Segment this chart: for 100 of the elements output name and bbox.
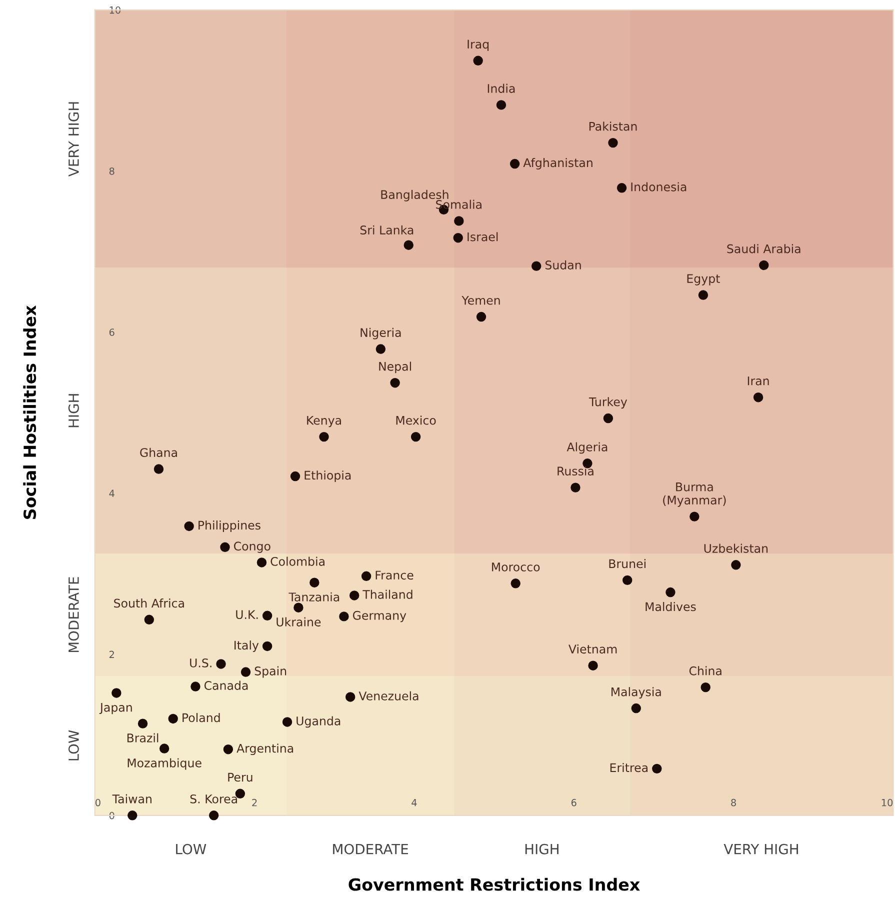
point — [159, 744, 170, 754]
point — [453, 232, 463, 243]
data-label: Malaysia — [612, 687, 661, 699]
data-label: Tanzania — [288, 592, 340, 602]
data-label: Sudan — [545, 260, 581, 270]
band-label: MODERATE — [333, 844, 408, 854]
data-label: Algeria — [566, 442, 608, 454]
data-label: Nigeria — [360, 328, 401, 340]
data-label: Kenya — [307, 416, 341, 428]
data-label: Maldives — [646, 602, 696, 612]
y-tick-label: 2 — [109, 650, 114, 658]
point — [262, 641, 272, 652]
point — [190, 682, 200, 692]
data-label: Germany — [352, 610, 406, 622]
data-label: Ghana — [140, 448, 177, 458]
x-tick-label: 6 — [571, 798, 576, 806]
data-label: Brunei — [609, 559, 646, 568]
point — [376, 344, 386, 354]
y-tick-label: 8 — [109, 167, 114, 175]
point — [262, 610, 272, 620]
point — [144, 614, 154, 625]
point — [473, 56, 483, 66]
y-axis-title: Social Hostilities Index — [23, 305, 36, 519]
point — [290, 471, 300, 482]
point — [282, 717, 292, 727]
data-label: Saudi Arabia — [727, 244, 800, 254]
data-label: Japan — [99, 703, 132, 714]
data-label: Thailand — [362, 590, 412, 599]
point — [390, 378, 400, 388]
data-label: Brazil — [127, 733, 158, 742]
point — [345, 692, 356, 702]
point — [154, 464, 164, 474]
band-label: HIGH — [68, 394, 79, 428]
point — [759, 260, 769, 270]
point — [138, 718, 148, 728]
point — [112, 688, 122, 698]
data-label: Burma (Myanmar) — [663, 482, 726, 507]
point — [588, 660, 598, 670]
data-label: Iran — [748, 376, 769, 386]
data-label: Poland — [182, 713, 220, 722]
point — [570, 482, 580, 492]
data-label: Colombia — [270, 556, 324, 566]
point — [603, 413, 614, 424]
data-label: Spain — [254, 666, 286, 678]
point — [220, 542, 230, 552]
data-label: Morocco — [492, 562, 540, 572]
point — [294, 602, 304, 612]
data-label: U.K. — [236, 610, 258, 620]
point — [168, 714, 178, 724]
data-label: Uganda — [296, 716, 340, 728]
point — [310, 578, 320, 588]
data-label: Philippines — [198, 520, 260, 532]
band-label: HIGH — [525, 844, 558, 854]
x-tick-label: 0 — [96, 798, 100, 806]
data-label: Argentina — [236, 744, 294, 756]
point — [410, 432, 421, 442]
band-label: MODERATE — [68, 577, 79, 652]
data-label: Bangladesh — [381, 190, 448, 202]
data-label: Eritrea — [610, 762, 648, 772]
point — [223, 744, 234, 754]
data-label: Afghanistan — [523, 158, 592, 170]
point — [208, 810, 219, 820]
point — [404, 240, 414, 250]
data-label: China — [689, 666, 722, 676]
point — [339, 612, 349, 622]
data-label: Mexico — [396, 416, 436, 425]
band-label: VERY HIGH — [724, 844, 798, 854]
data-label: Italy — [234, 640, 259, 652]
data-label: Egypt — [687, 274, 720, 286]
point — [349, 590, 360, 600]
data-label: Nepal — [379, 362, 411, 374]
point — [666, 587, 676, 598]
band-label: LOW — [68, 730, 79, 760]
x-axis-title: Government Restrictions Index — [348, 878, 640, 891]
x-tick-label: 4 — [412, 799, 417, 806]
point — [698, 290, 708, 300]
x-tick-label: 8 — [731, 798, 736, 806]
data-label: Taiwan — [112, 794, 152, 804]
x-tick-label: 10 — [882, 798, 893, 806]
point — [184, 521, 194, 532]
point — [700, 682, 710, 692]
point — [622, 575, 632, 586]
band-label: LOW — [176, 844, 206, 854]
data-label: Israel — [468, 232, 498, 242]
point — [690, 512, 700, 522]
data-label: Canada — [204, 680, 248, 690]
point — [616, 183, 627, 193]
point — [235, 788, 246, 799]
point — [753, 392, 764, 402]
point — [731, 560, 741, 570]
data-label: Pakistan — [589, 122, 637, 131]
point — [531, 261, 542, 271]
data-label: India — [488, 84, 515, 93]
data-label: Turkey — [588, 397, 628, 409]
y-tick-label: 6 — [109, 328, 114, 336]
band-label: VERY HIGH — [68, 102, 79, 177]
data-label: Peru — [228, 772, 252, 782]
data-label: Uzbekistan — [704, 544, 768, 553]
data-label: Russia — [558, 466, 594, 476]
point — [216, 659, 226, 669]
